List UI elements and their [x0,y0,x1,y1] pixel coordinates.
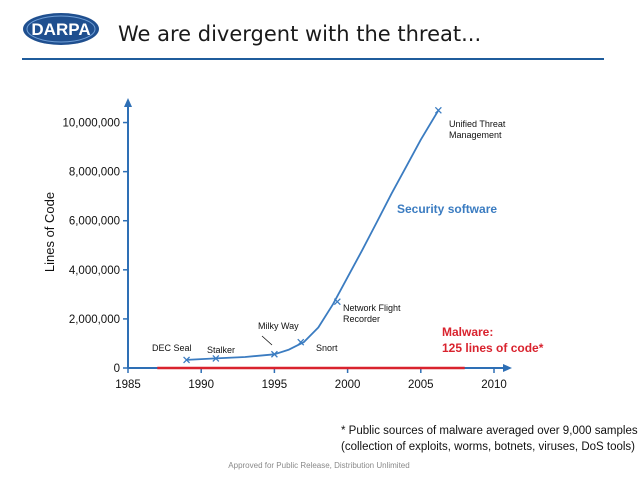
data-point-marker [434,106,442,114]
marker-label-dec-seal: DEC Seal [152,343,192,353]
data-point-marker [212,354,220,362]
marker-label-snort: Snort [316,343,338,353]
y-axis-arrow [124,98,132,107]
lines-of-code-chart: 1985 1990 1995 2000 2005 2010 0 2,000,000 4,000,… [42,98,544,391]
x-tick-label: 2000 [335,379,361,391]
darpa-logo: DARPA [23,13,99,45]
data-point-marker [333,298,341,306]
release-footer: Approved for Public Release, Distributio… [228,461,410,470]
data-point-marker [297,338,305,346]
header-divider [22,58,604,60]
y-tick-label: 6,000,000 [69,216,120,228]
x-tick-label: 1985 [115,379,141,391]
y-tick-label: 8,000,000 [69,167,120,179]
x-tick-label: 1995 [262,379,288,391]
malware-label-line-2: 125 lines of code* [442,341,544,355]
x-axis-arrow [503,364,512,372]
x-tick-label: 1990 [188,379,214,391]
x-tick-label: 2005 [408,379,434,391]
y-tick-label: 4,000,000 [69,265,120,277]
footnote-line-1: * Public sources of malware averaged ove… [341,425,638,437]
security-software-line [186,109,440,361]
marker-label-milky-way: Milky Way [258,321,299,331]
data-point-marker [183,356,191,364]
x-tick-label: 2010 [481,379,507,391]
y-tick-label: 2,000,000 [69,314,120,326]
marker-label-unified-threat-management: Unified Threat Management [449,119,506,140]
marker-label-network-flight-recorder: Network Flight Recorder [343,303,401,324]
footnote: * Public sources of malware averaged ove… [341,423,638,455]
security-software-label: Security software [397,202,497,216]
y-tick-label: 10,000,000 [62,118,120,130]
y-axis-label: Lines of Code [42,192,57,272]
slide-title: We are divergent with the threat... [118,22,482,46]
slide-header: DARPA We are divergent with the threat..… [0,0,638,62]
marker-label-stalker: Stalker [207,345,235,355]
malware-label-line-1: Malware: [442,325,493,339]
footnote-line-2: (collection of exploits, worms, botnets,… [341,441,636,453]
logo-text: DARPA [31,20,90,39]
data-point-marker [270,350,278,358]
y-tick-label: 0 [114,363,120,375]
milky-way-leader [261,335,273,346]
